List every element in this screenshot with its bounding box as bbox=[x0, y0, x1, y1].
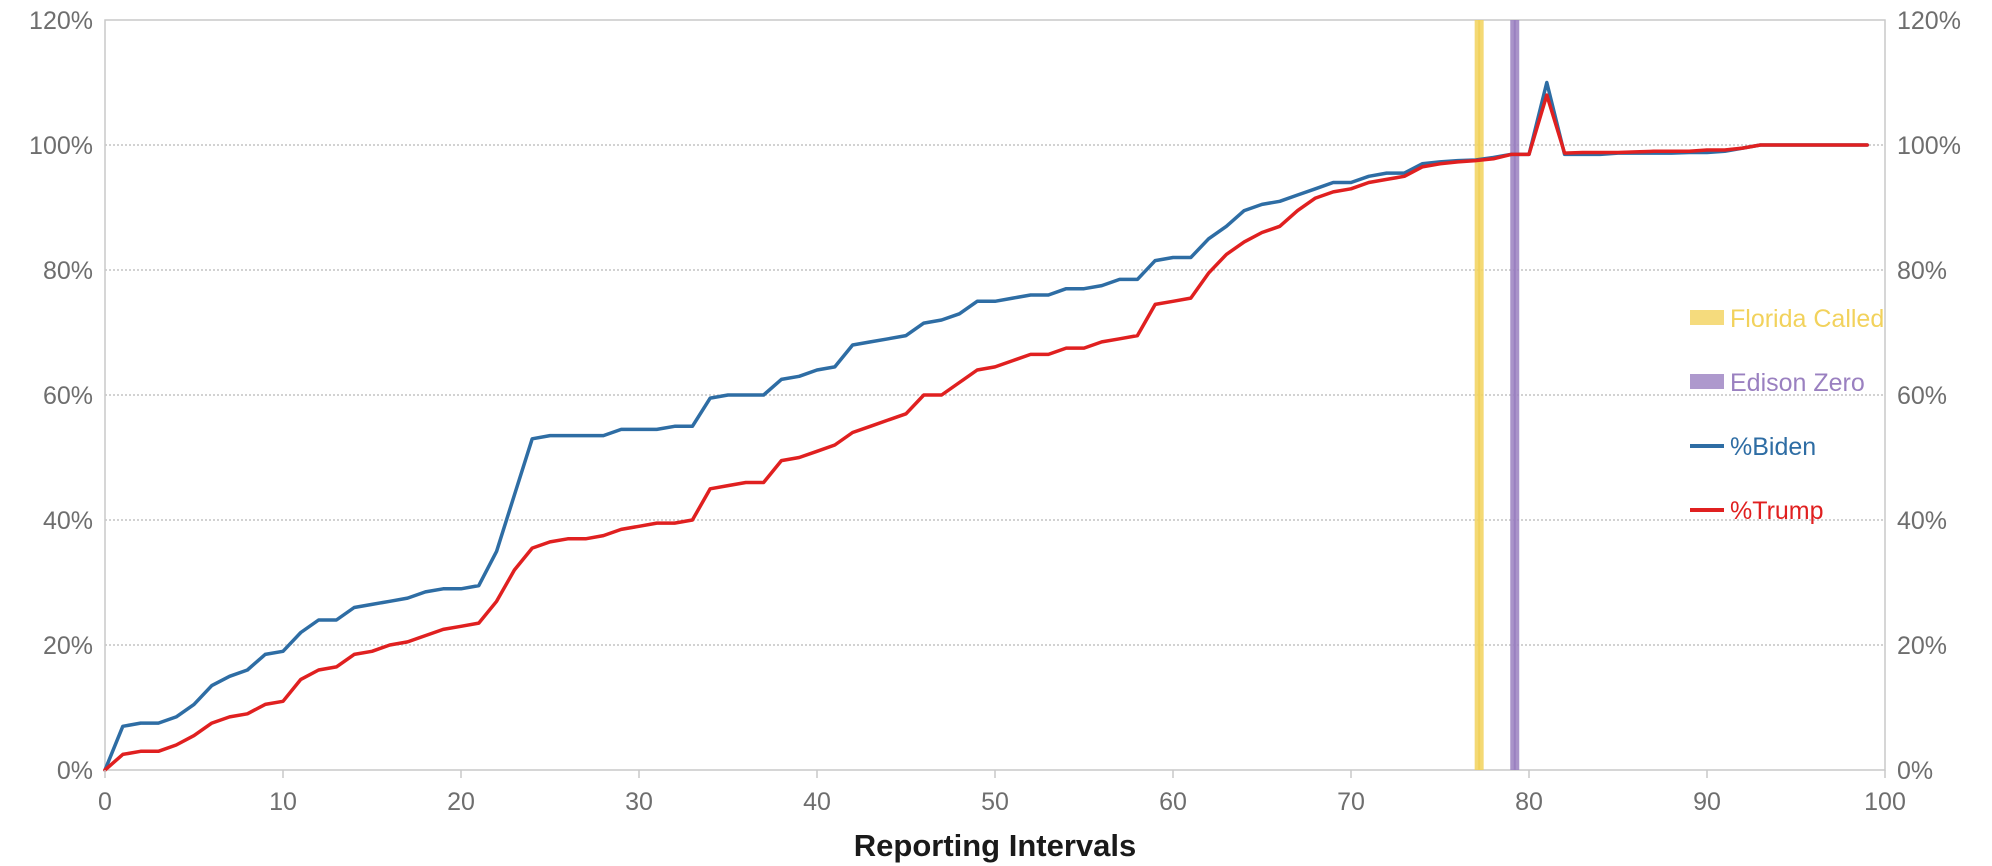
y-axis-right-ticks: 0% 20% 40% 60% 80% 100% 120% bbox=[1897, 7, 1961, 785]
x-tick-label: 20 bbox=[447, 788, 475, 816]
y-tick-label-right: 0% bbox=[1897, 757, 1933, 785]
legend: Florida Called Edison Zero %Biden %Trump bbox=[1690, 305, 1884, 525]
x-tick-label: 30 bbox=[625, 788, 653, 816]
y-tick-label-left: 120% bbox=[29, 7, 93, 35]
y-tick-label-left: 40% bbox=[43, 507, 93, 535]
legend-label: Edison Zero bbox=[1730, 369, 1865, 397]
event-markers bbox=[1474, 20, 1520, 770]
y-tick-label-left: 100% bbox=[29, 132, 93, 160]
x-tick-label: 40 bbox=[803, 788, 831, 816]
y-tick-label-left: 20% bbox=[43, 632, 93, 660]
legend-swatch-edison-zero bbox=[1690, 374, 1724, 389]
legend-label: %Trump bbox=[1730, 497, 1824, 525]
x-axis-title: Reporting Intervals bbox=[854, 828, 1137, 863]
series-lines bbox=[103, 80, 1869, 772]
x-tick-label: 70 bbox=[1337, 788, 1365, 816]
legend-label: %Biden bbox=[1730, 433, 1816, 461]
y-tick-label-right: 120% bbox=[1897, 7, 1961, 35]
y-axis-left-ticks: 0% 20% 40% 60% 80% 100% 120% bbox=[29, 7, 93, 785]
legend-swatch-florida-called bbox=[1690, 310, 1724, 325]
x-tick-label: 10 bbox=[269, 788, 297, 816]
x-tick-label: 0 bbox=[98, 788, 112, 816]
y-tick-label-right: 100% bbox=[1897, 132, 1961, 160]
y-tick-label-left: 60% bbox=[43, 382, 93, 410]
x-tick-label: 90 bbox=[1693, 788, 1721, 816]
x-tick-label: 100 bbox=[1864, 788, 1906, 816]
y-tick-label-right: 60% bbox=[1897, 382, 1947, 410]
x-tick-label: 50 bbox=[981, 788, 1009, 816]
x-tick-label: 60 bbox=[1159, 788, 1187, 816]
y-tick-label-right: 20% bbox=[1897, 632, 1947, 660]
grid-lines bbox=[105, 144, 1885, 646]
y-tick-label-left: 80% bbox=[43, 257, 93, 285]
y-tick-label-right: 40% bbox=[1897, 507, 1947, 535]
legend-label: Florida Called bbox=[1730, 305, 1884, 333]
x-axis-ticks: 0 10 20 30 40 50 60 70 80 90 100 bbox=[98, 770, 1906, 816]
series-line-trump bbox=[103, 93, 1869, 772]
y-tick-label-left: 0% bbox=[57, 757, 93, 785]
x-tick-label: 80 bbox=[1515, 788, 1543, 816]
y-tick-label-right: 80% bbox=[1897, 257, 1947, 285]
